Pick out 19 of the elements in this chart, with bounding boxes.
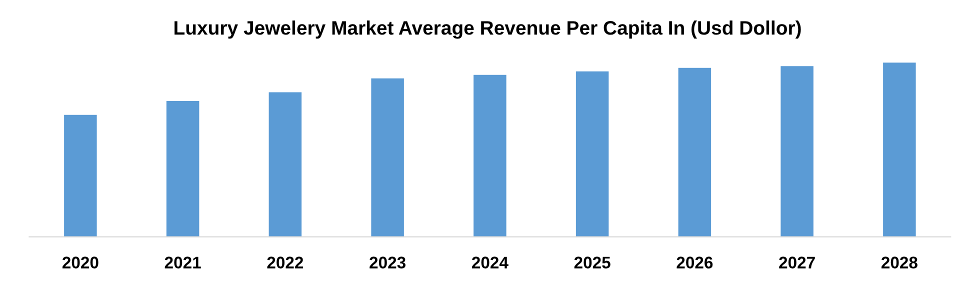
x-tick-label: 2024 xyxy=(472,256,508,268)
bar xyxy=(883,62,916,237)
chart-title: Luxury Jewelery Market Average Revenue Per Capita In (Usd Dollor) xyxy=(174,20,801,39)
bar xyxy=(371,78,404,237)
bar xyxy=(474,74,506,237)
bar xyxy=(678,68,712,237)
x-tick-label: 2022 xyxy=(267,256,304,268)
x-tick-label: 2023 xyxy=(370,256,406,269)
bar xyxy=(64,114,97,237)
bar xyxy=(166,100,200,237)
bar xyxy=(268,92,302,237)
bar xyxy=(780,66,814,237)
x-tick-label: 2027 xyxy=(779,256,815,268)
x-tick-label: 2028 xyxy=(881,256,918,268)
bar xyxy=(576,71,609,237)
x-tick-label: 2025 xyxy=(574,256,610,268)
x-tick-label: 2020 xyxy=(62,256,98,268)
x-tick-label: 2026 xyxy=(676,256,713,268)
x-tick-label: 2021 xyxy=(164,256,201,268)
